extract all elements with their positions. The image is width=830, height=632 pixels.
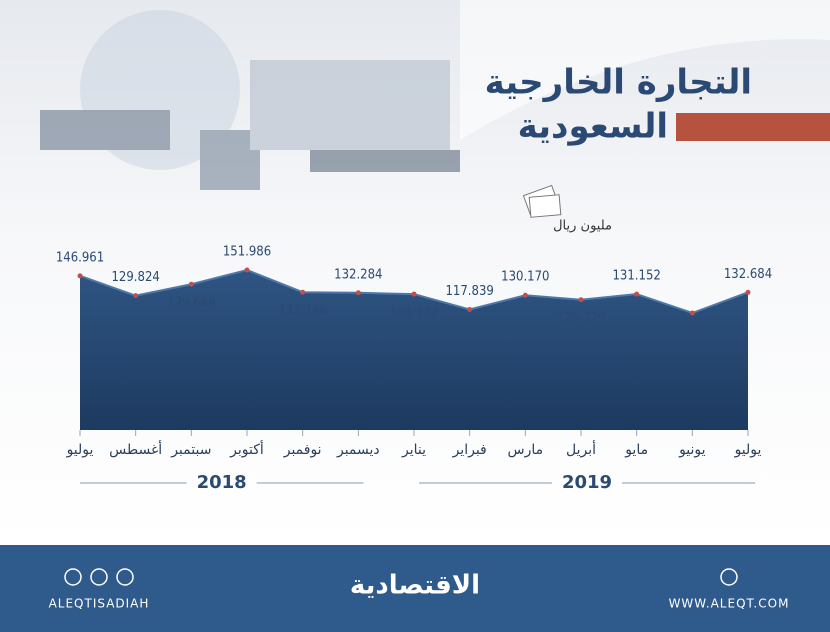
category-label: مايو — [624, 442, 648, 458]
value-label: 129.824 — [111, 270, 159, 285]
value-label: 131.152 — [612, 269, 660, 284]
category-label: يوليو — [66, 442, 94, 458]
value-label: 132.766 — [278, 304, 326, 319]
group-label: 2018 — [197, 472, 247, 493]
category-label: ديسمبر — [336, 442, 380, 458]
point — [188, 281, 194, 287]
value-label: 114.814 — [668, 325, 716, 340]
point — [133, 293, 139, 299]
point — [77, 273, 83, 279]
footer-brand: الاقتصادية — [350, 571, 480, 601]
point — [467, 307, 473, 313]
category-label: فبراير — [452, 442, 487, 458]
point — [300, 289, 306, 295]
footer-website: WWW.ALEQT.COM — [669, 597, 790, 611]
point — [411, 291, 417, 297]
unit-label: مليون ريال — [553, 219, 612, 234]
value-label: 146.961 — [56, 250, 104, 265]
point — [745, 289, 751, 295]
category-label: أغسطس — [109, 440, 162, 458]
category-label: يناير — [401, 442, 426, 458]
category-label: أبريل — [566, 440, 596, 458]
title-bar — [676, 113, 830, 141]
category-label: أكتوبر — [229, 440, 264, 458]
value-label: 139.669 — [167, 296, 215, 311]
point — [522, 292, 528, 298]
header-image — [40, 10, 460, 190]
point — [244, 267, 250, 273]
money-icon — [522, 184, 562, 218]
point — [634, 291, 640, 297]
footer-band — [0, 545, 830, 632]
category-label: مارس — [508, 442, 544, 458]
value-label: 126.279 — [557, 311, 605, 326]
category-label: نوفمبر — [283, 442, 322, 458]
title: التجارة الخارجية — [485, 63, 752, 103]
value-label: 132.684 — [724, 267, 772, 282]
value-label: 131.172 — [390, 306, 438, 321]
value-label: 117.839 — [445, 284, 493, 299]
category-label: يونيو — [678, 442, 706, 458]
header-swoosh — [460, 0, 830, 140]
area — [80, 270, 748, 430]
value-label: 151.986 — [223, 245, 271, 260]
group-label: 2019 — [562, 472, 612, 493]
point — [355, 290, 361, 296]
category-label: يوليو — [734, 442, 762, 458]
value-label: 132.284 — [334, 267, 382, 282]
subtitle: السعودية — [518, 107, 668, 147]
value-label: 130.170 — [501, 270, 549, 285]
point — [689, 310, 695, 316]
footer-social: ALEQTISADIAH — [49, 597, 150, 611]
point — [578, 297, 584, 303]
web-icon — [720, 568, 738, 586]
category-label: سبتمبر — [170, 442, 211, 458]
social-icons — [64, 568, 134, 586]
